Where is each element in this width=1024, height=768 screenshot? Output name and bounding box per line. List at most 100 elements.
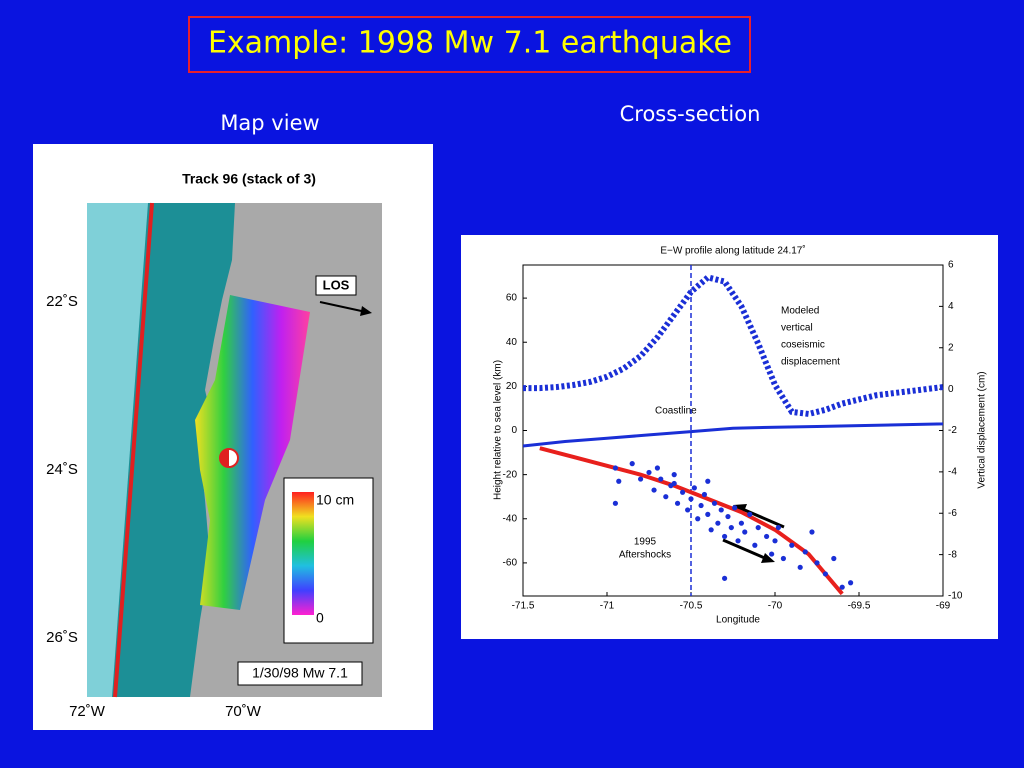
aftershock bbox=[764, 533, 770, 540]
y2-tick-label: 0 bbox=[948, 384, 954, 395]
y-tick-label: -40 bbox=[503, 513, 518, 524]
aftershock bbox=[718, 507, 724, 513]
aftershock bbox=[822, 571, 829, 577]
chart-background bbox=[461, 235, 998, 639]
y-tick-label: 60 bbox=[506, 293, 518, 304]
aftershock bbox=[775, 524, 781, 531]
aftershock bbox=[809, 529, 815, 535]
los-box bbox=[315, 275, 357, 296]
aftershock bbox=[728, 524, 734, 531]
solid-line bbox=[523, 424, 943, 446]
aftershock bbox=[789, 542, 795, 548]
y2-tick-label: -2 bbox=[948, 425, 957, 436]
aftershock bbox=[671, 480, 677, 487]
y2-tick-label: -4 bbox=[948, 467, 957, 478]
x-tick-label: -70.5 bbox=[680, 601, 703, 612]
event-label: 1/30/98 Mw 7.1 bbox=[252, 665, 348, 681]
y-tick-label: -20 bbox=[503, 469, 518, 480]
epicenter-quadrant bbox=[220, 449, 229, 467]
aftershock bbox=[797, 564, 803, 570]
aftershock bbox=[705, 478, 711, 484]
x-tick-label: -69.5 bbox=[848, 601, 871, 612]
aftershock bbox=[616, 478, 622, 484]
y2-tick-label: -6 bbox=[948, 508, 957, 519]
section-label: Cross-section bbox=[620, 102, 761, 126]
aftershock bbox=[612, 500, 619, 506]
aftershock bbox=[742, 529, 748, 535]
y2-tick-label: -8 bbox=[948, 549, 957, 560]
interferogram bbox=[195, 295, 310, 610]
trench bbox=[113, 202, 154, 698]
model-annotation: coseismic bbox=[781, 340, 825, 351]
aftershock bbox=[658, 476, 664, 482]
aftershock bbox=[629, 461, 635, 467]
aftershock bbox=[725, 513, 731, 520]
aftershock bbox=[839, 584, 845, 590]
aftershock-annotation: 1995 bbox=[634, 537, 657, 548]
y2-tick-label: 4 bbox=[948, 301, 954, 312]
model-annotation: Modeled bbox=[781, 306, 819, 317]
aftershock bbox=[831, 555, 837, 562]
aftershock bbox=[695, 516, 701, 522]
lat-label: 24˚S bbox=[46, 461, 78, 478]
aftershock bbox=[711, 500, 718, 506]
map-panel: Track 96 (stack of 3) LOS 10 cm 0 1/30/9… bbox=[33, 144, 433, 730]
event-box bbox=[237, 661, 363, 686]
aftershock bbox=[772, 538, 778, 544]
aftershock-annotation: Aftershocks bbox=[619, 550, 671, 561]
lat-label: 26˚S bbox=[46, 629, 78, 646]
dotted-line bbox=[523, 277, 943, 414]
los-label: LOS bbox=[323, 277, 350, 292]
x-axis-label: Longitude bbox=[716, 615, 760, 626]
y2-tick-label: 2 bbox=[948, 342, 954, 353]
model-annotation: displacement bbox=[781, 357, 840, 368]
aftershock bbox=[612, 465, 619, 471]
map-title: Track 96 (stack of 3) bbox=[182, 171, 316, 187]
colorbar-top: 10 cm bbox=[316, 492, 354, 508]
arrowhead bbox=[360, 306, 372, 316]
lon-label: 72˚W bbox=[69, 703, 106, 720]
aftershock bbox=[735, 538, 741, 544]
x-tick-label: -69 bbox=[936, 601, 951, 612]
aftershock bbox=[755, 524, 761, 531]
y-tick-label: 0 bbox=[511, 425, 517, 436]
aftershock bbox=[685, 507, 691, 513]
aftershock bbox=[738, 520, 745, 526]
y2-tick-label: -10 bbox=[948, 591, 963, 602]
slab-line bbox=[540, 448, 842, 594]
aftershock bbox=[701, 491, 708, 498]
chart-title: E−W profile along latitude 24.17˚ bbox=[660, 245, 805, 257]
aftershock bbox=[651, 487, 657, 493]
aftershock bbox=[722, 533, 728, 540]
aftershock bbox=[848, 580, 854, 586]
aftershock bbox=[680, 489, 686, 495]
aftershock bbox=[671, 472, 677, 478]
aftershock bbox=[691, 485, 697, 491]
aftershock bbox=[638, 476, 644, 482]
motion-arrow bbox=[739, 506, 785, 529]
y-tick-label: -60 bbox=[503, 558, 518, 569]
aftershock bbox=[663, 494, 669, 500]
y-tick-label: 20 bbox=[506, 381, 518, 392]
aftershock bbox=[705, 511, 711, 517]
y-tick-label: 40 bbox=[506, 337, 518, 348]
shelf bbox=[87, 203, 148, 697]
motion-arrow bbox=[722, 538, 768, 561]
aftershock bbox=[674, 500, 681, 506]
aftershock bbox=[780, 555, 787, 562]
aftershock bbox=[802, 549, 808, 555]
y-axis-label: Height relative to sea level (km) bbox=[493, 360, 504, 500]
aftershock bbox=[688, 496, 694, 502]
y2-axis-label: Vertical displacement (cm) bbox=[977, 371, 988, 488]
slide-title: Example: 1998 Mw 7.1 earthquake bbox=[208, 26, 732, 61]
cross-section-chart: E−W profile along latitude 24.17˚ Longit… bbox=[461, 235, 998, 639]
aftershock bbox=[747, 511, 753, 517]
aftershock bbox=[769, 551, 775, 557]
aftershock bbox=[722, 575, 728, 581]
coast-annotation: Coastline bbox=[655, 406, 697, 417]
aftershock bbox=[732, 505, 738, 511]
y2-tick-label: 6 bbox=[948, 260, 954, 271]
x-tick-label: -71.5 bbox=[512, 601, 535, 612]
